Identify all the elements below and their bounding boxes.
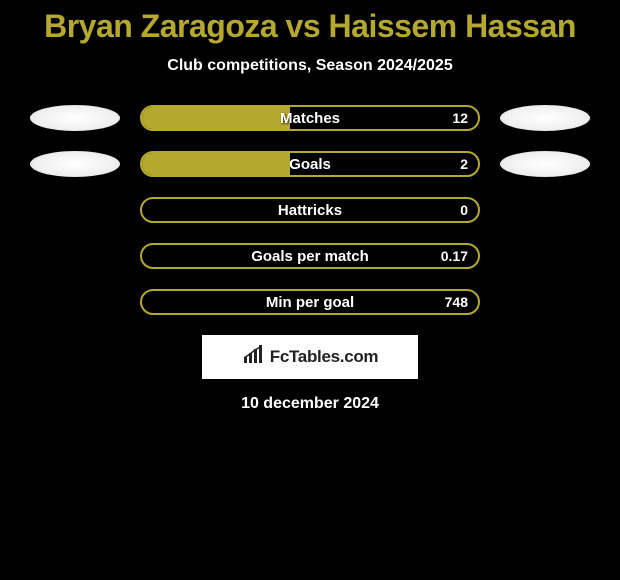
date-text: 10 december 2024: [0, 395, 620, 413]
left-ellipse: [30, 151, 120, 177]
stat-row: Min per goal748: [0, 289, 620, 315]
subtitle: Club competitions, Season 2024/2025: [0, 57, 620, 75]
stat-value: 2: [460, 153, 468, 175]
right-ellipse: [500, 151, 590, 177]
stat-label: Min per goal: [142, 291, 478, 313]
stats-area: Matches12 Goals2 Hattricks0 Goals per match…: [0, 105, 620, 315]
stat-label: Goals per match: [142, 245, 478, 267]
brand-text: FcTables.com: [270, 347, 379, 367]
page-title: Bryan Zaragoza vs Haissem Hassan: [0, 8, 620, 45]
left-ellipse: [30, 105, 120, 131]
stat-bar: Goals per match0.17: [140, 243, 480, 269]
stat-bar: Goals2: [140, 151, 480, 177]
stat-bar: Matches12: [140, 105, 480, 131]
stat-label: Matches: [142, 107, 478, 129]
chart-icon: [242, 345, 266, 370]
right-ellipse: [500, 105, 590, 131]
stat-bar: Hattricks0: [140, 197, 480, 223]
stat-row: Goals per match0.17: [0, 243, 620, 269]
brand-box: FcTables.com: [202, 335, 418, 379]
stat-value: 0.17: [441, 245, 468, 267]
stat-row: Matches12: [0, 105, 620, 131]
stat-value: 0: [460, 199, 468, 221]
stat-label: Goals: [142, 153, 478, 175]
stat-row: Goals2: [0, 151, 620, 177]
stat-value: 12: [452, 107, 468, 129]
stat-row: Hattricks0: [0, 197, 620, 223]
stat-label: Hattricks: [142, 199, 478, 221]
stat-bar: Min per goal748: [140, 289, 480, 315]
stat-value: 748: [445, 291, 468, 313]
